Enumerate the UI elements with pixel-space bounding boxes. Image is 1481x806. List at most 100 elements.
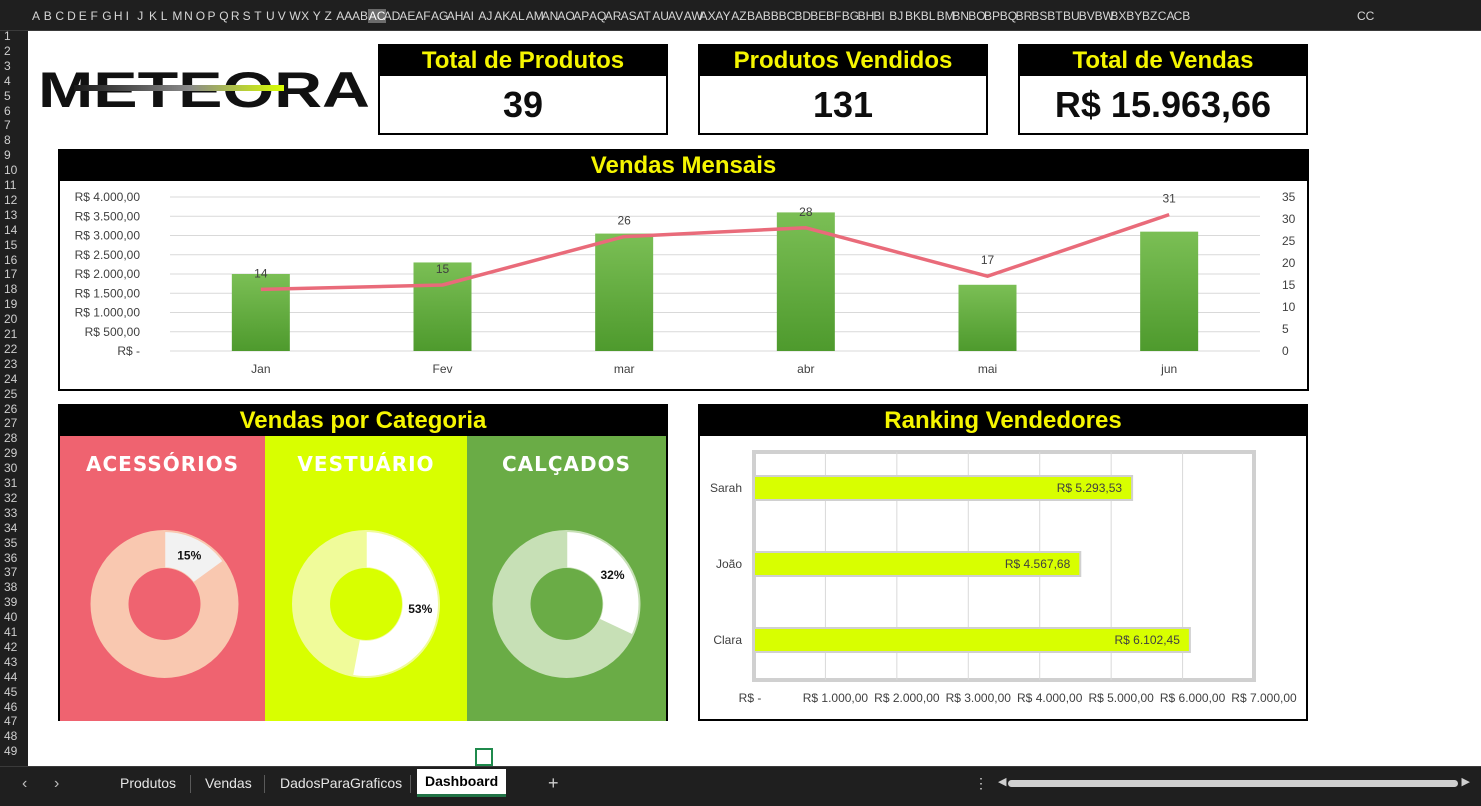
column-header-m[interactable]: M xyxy=(172,9,183,23)
column-header-k[interactable]: K xyxy=(149,9,158,23)
column-header-bw[interactable]: BW xyxy=(1094,9,1114,23)
row-header-17[interactable]: 17 xyxy=(4,267,18,282)
row-header-12[interactable]: 12 xyxy=(4,192,18,207)
line-series-quantity[interactable] xyxy=(260,212,1170,292)
column-header-bk[interactable]: BK xyxy=(905,9,922,23)
column-header-u[interactable]: U xyxy=(266,9,275,23)
row-header-15[interactable]: 15 xyxy=(4,237,18,252)
row-header-6[interactable]: 6 xyxy=(4,103,11,118)
column-header-a[interactable]: A xyxy=(32,9,41,23)
row-header-37[interactable]: 37 xyxy=(4,565,18,580)
row-header-13[interactable]: 13 xyxy=(4,207,18,222)
column-header-cc[interactable]: CC xyxy=(1357,9,1375,23)
scrollbar-thumb[interactable] xyxy=(1008,780,1458,787)
row-header-23[interactable]: 23 xyxy=(4,356,18,371)
seller-ranking-chart[interactable]: R$ - R$ 1.000,00 R$ 2.000,00 R$ 3.000,00 R$ … xyxy=(700,436,1306,719)
column-header-r[interactable]: R xyxy=(230,9,240,23)
column-header-h[interactable]: H xyxy=(113,9,123,23)
row-header-21[interactable]: 21 xyxy=(4,327,18,341)
row-header-22[interactable]: 22 xyxy=(4,341,18,356)
column-header-bu[interactable]: BU xyxy=(1063,9,1080,23)
row-header-45[interactable]: 45 xyxy=(4,684,18,699)
row-header-19[interactable]: 19 xyxy=(4,297,18,312)
column-header-bv[interactable]: BV xyxy=(1078,9,1095,23)
column-header-az[interactable]: AZ xyxy=(731,9,747,23)
category-column-0[interactable]: ACESSÓRIOS 15% xyxy=(60,436,265,721)
ranking-bar-1[interactable] xyxy=(753,551,1082,577)
column-header-v[interactable]: V xyxy=(277,9,286,23)
bar-fev[interactable] xyxy=(413,262,472,351)
row-header-5[interactable]: 5 xyxy=(4,88,11,103)
column-header-at[interactable]: AT xyxy=(636,9,651,23)
column-header-s[interactable]: S xyxy=(242,9,251,23)
bar-jan[interactable] xyxy=(231,274,290,351)
row-header-38[interactable]: 38 xyxy=(4,580,18,595)
row-header-14[interactable]: 14 xyxy=(4,222,18,237)
column-header-bs[interactable]: BS xyxy=(1031,9,1048,23)
row-header-10[interactable]: 10 xyxy=(4,163,18,178)
column-header-be[interactable]: BE xyxy=(810,9,827,23)
column-header-al[interactable]: AL xyxy=(510,9,525,23)
row-header-49[interactable]: 49 xyxy=(4,744,18,759)
category-column-1[interactable]: VESTUÁRIO 53% xyxy=(265,436,467,721)
column-header-aq[interactable]: AQ xyxy=(589,9,607,23)
column-header-w[interactable]: W xyxy=(289,9,301,23)
row-header-48[interactable]: 48 xyxy=(4,729,18,744)
row-header-16[interactable]: 16 xyxy=(4,252,18,267)
row-header-47[interactable]: 47 xyxy=(4,714,18,729)
column-header-aj[interactable]: AJ xyxy=(478,9,493,23)
column-header-ax[interactable]: AX xyxy=(699,9,716,23)
column-header-y[interactable]: Y xyxy=(312,9,321,23)
column-header-i[interactable]: I xyxy=(125,9,129,23)
column-header-au[interactable]: AU xyxy=(652,9,669,23)
column-header-p[interactable]: P xyxy=(207,9,216,23)
column-header-t[interactable]: T xyxy=(254,9,262,23)
column-header-ak[interactable]: AK xyxy=(494,9,511,23)
column-header-ay[interactable]: AY xyxy=(715,9,731,23)
column-header-j[interactable]: J xyxy=(137,9,144,23)
column-header-by[interactable]: BY xyxy=(1126,9,1143,23)
column-header-l[interactable]: L xyxy=(160,9,168,23)
column-header-ca[interactable]: CA xyxy=(1157,9,1175,23)
column-header-z[interactable]: Z xyxy=(324,9,332,23)
column-header-bm[interactable]: BM xyxy=(936,9,955,23)
row-header-35[interactable]: 35 xyxy=(4,535,18,550)
column-header-f[interactable]: F xyxy=(90,9,98,23)
column-header-b[interactable]: B xyxy=(43,9,52,23)
tab-vendas[interactable]: Vendas xyxy=(205,775,252,791)
row-header-7[interactable]: 7 xyxy=(4,118,11,133)
column-header-bx[interactable]: BX xyxy=(1110,9,1127,23)
column-header-e[interactable]: E xyxy=(78,9,87,23)
column-header-ae[interactable]: AE xyxy=(399,9,416,23)
column-header-bo[interactable]: BO xyxy=(968,9,986,23)
row-header-28[interactable]: 28 xyxy=(4,431,18,446)
monthly-sales-panel[interactable]: Vendas Mensais R$ - R$ 500,00 R$ 1.000,00 R… xyxy=(58,149,1309,391)
row-header-4[interactable]: 4 xyxy=(4,73,11,88)
column-header-x[interactable]: X xyxy=(301,9,310,23)
column-header-ag[interactable]: AG xyxy=(431,9,449,23)
more-options-icon[interactable]: ⋮ xyxy=(974,775,988,791)
column-header-bn[interactable]: BN xyxy=(952,9,970,23)
row-header-32[interactable]: 32 xyxy=(4,490,18,505)
column-header-ap[interactable]: AP xyxy=(573,9,590,23)
column-header-bl[interactable]: BL xyxy=(920,9,936,23)
column-header-c[interactable]: C xyxy=(55,9,65,23)
column-header-aw[interactable]: AW xyxy=(683,9,703,23)
column-header-bp[interactable]: BP xyxy=(984,9,1001,23)
bar-mai[interactable] xyxy=(958,284,1017,351)
column-header-ao[interactable]: AO xyxy=(557,9,575,23)
column-header-bg[interactable]: BG xyxy=(841,9,860,23)
add-sheet-button[interactable]: + xyxy=(548,773,559,793)
row-header-9[interactable]: 9 xyxy=(4,148,11,163)
column-header-ab[interactable]: AB xyxy=(352,9,369,23)
row-header-26[interactable]: 26 xyxy=(4,401,18,416)
column-header-bb[interactable]: BB xyxy=(762,9,779,23)
row-header-39[interactable]: 39 xyxy=(4,595,18,610)
row-header-44[interactable]: 44 xyxy=(4,669,18,684)
column-header-av[interactable]: AV xyxy=(668,9,684,23)
column-header-bt[interactable]: BT xyxy=(1047,9,1063,23)
category-sales-panel[interactable]: Vendas por Categoria ACESSÓRIOS 15% VESTUÁ… xyxy=(58,404,668,721)
row-header-31[interactable]: 31 xyxy=(4,476,18,490)
row-header-20[interactable]: 20 xyxy=(4,312,18,327)
column-header-ah[interactable]: AH xyxy=(446,9,464,23)
